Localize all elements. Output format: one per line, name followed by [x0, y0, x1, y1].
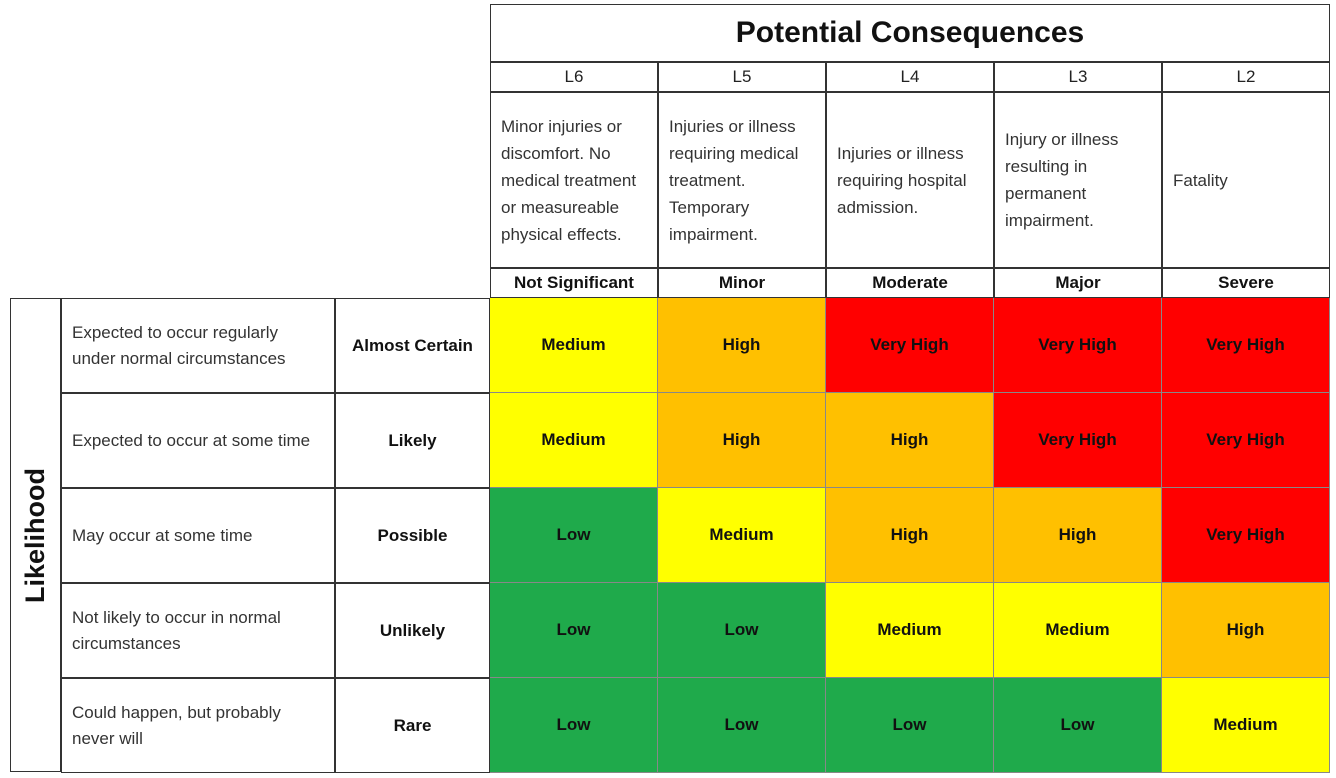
consequence-description: Injuries or illness requiring medical tr…	[658, 92, 826, 268]
likelihood-axis-label: Likelihood	[10, 298, 61, 772]
likelihood-possible: Possible	[335, 488, 490, 583]
risk-cell: Medium	[1162, 678, 1330, 773]
risk-cell: Medium	[490, 393, 658, 488]
severity-severe: Severe	[1162, 268, 1330, 298]
severity-moderate: Moderate	[826, 268, 994, 298]
consequence-level: L5	[658, 62, 826, 92]
risk-cell: High	[994, 488, 1162, 583]
risk-cell: High	[658, 393, 826, 488]
risk-cell: Medium	[490, 298, 658, 393]
likelihood-description: Expected to occur at some time	[61, 393, 335, 488]
severity-not-significant: Not Significant	[490, 268, 658, 298]
risk-cell: High	[826, 488, 994, 583]
likelihood-likely: Likely	[335, 393, 490, 488]
likelihood-description: Expected to occur regularly under normal…	[61, 298, 335, 393]
risk-cell: Very High	[1162, 393, 1330, 488]
risk-cell: Very High	[826, 298, 994, 393]
consequence-description: Injuries or illness requiring hospital a…	[826, 92, 994, 268]
consequence-description: Injury or illness resulting in permanent…	[994, 92, 1162, 268]
likelihood-rare: Rare	[335, 678, 490, 773]
risk-cell: Low	[658, 583, 826, 678]
matrix-title: Potential Consequences	[490, 4, 1330, 62]
risk-cell: Low	[826, 678, 994, 773]
likelihood-almost-certain: Almost Certain	[335, 298, 490, 393]
consequence-description: Fatality	[1162, 92, 1330, 268]
risk-cell: High	[658, 298, 826, 393]
risk-cell: Very High	[994, 298, 1162, 393]
risk-cell: Very High	[994, 393, 1162, 488]
consequence-level: L3	[994, 62, 1162, 92]
severity-minor: Minor	[658, 268, 826, 298]
risk-cell: High	[826, 393, 994, 488]
risk-cell: Very High	[1162, 488, 1330, 583]
risk-cell: Low	[490, 678, 658, 773]
risk-cell: Medium	[826, 583, 994, 678]
risk-cell: Low	[658, 678, 826, 773]
risk-cell: Medium	[994, 583, 1162, 678]
risk-cell: Very High	[1162, 298, 1330, 393]
likelihood-description: May occur at some time	[61, 488, 335, 583]
consequence-level: L2	[1162, 62, 1330, 92]
likelihood-description: Could happen, but probably never will	[61, 678, 335, 773]
risk-cell: Medium	[658, 488, 826, 583]
risk-cell: High	[1162, 583, 1330, 678]
severity-major: Major	[994, 268, 1162, 298]
likelihood-description: Not likely to occur in normal circumstan…	[61, 583, 335, 678]
likelihood-unlikely: Unlikely	[335, 583, 490, 678]
risk-cell: Low	[490, 583, 658, 678]
consequence-level: L4	[826, 62, 994, 92]
likelihood-label: Likelihood	[20, 467, 50, 603]
risk-cell: Low	[994, 678, 1162, 773]
consequence-level: L6	[490, 62, 658, 92]
risk-cell: Low	[490, 488, 658, 583]
consequence-description: Minor injuries or discomfort. No medical…	[490, 92, 658, 268]
